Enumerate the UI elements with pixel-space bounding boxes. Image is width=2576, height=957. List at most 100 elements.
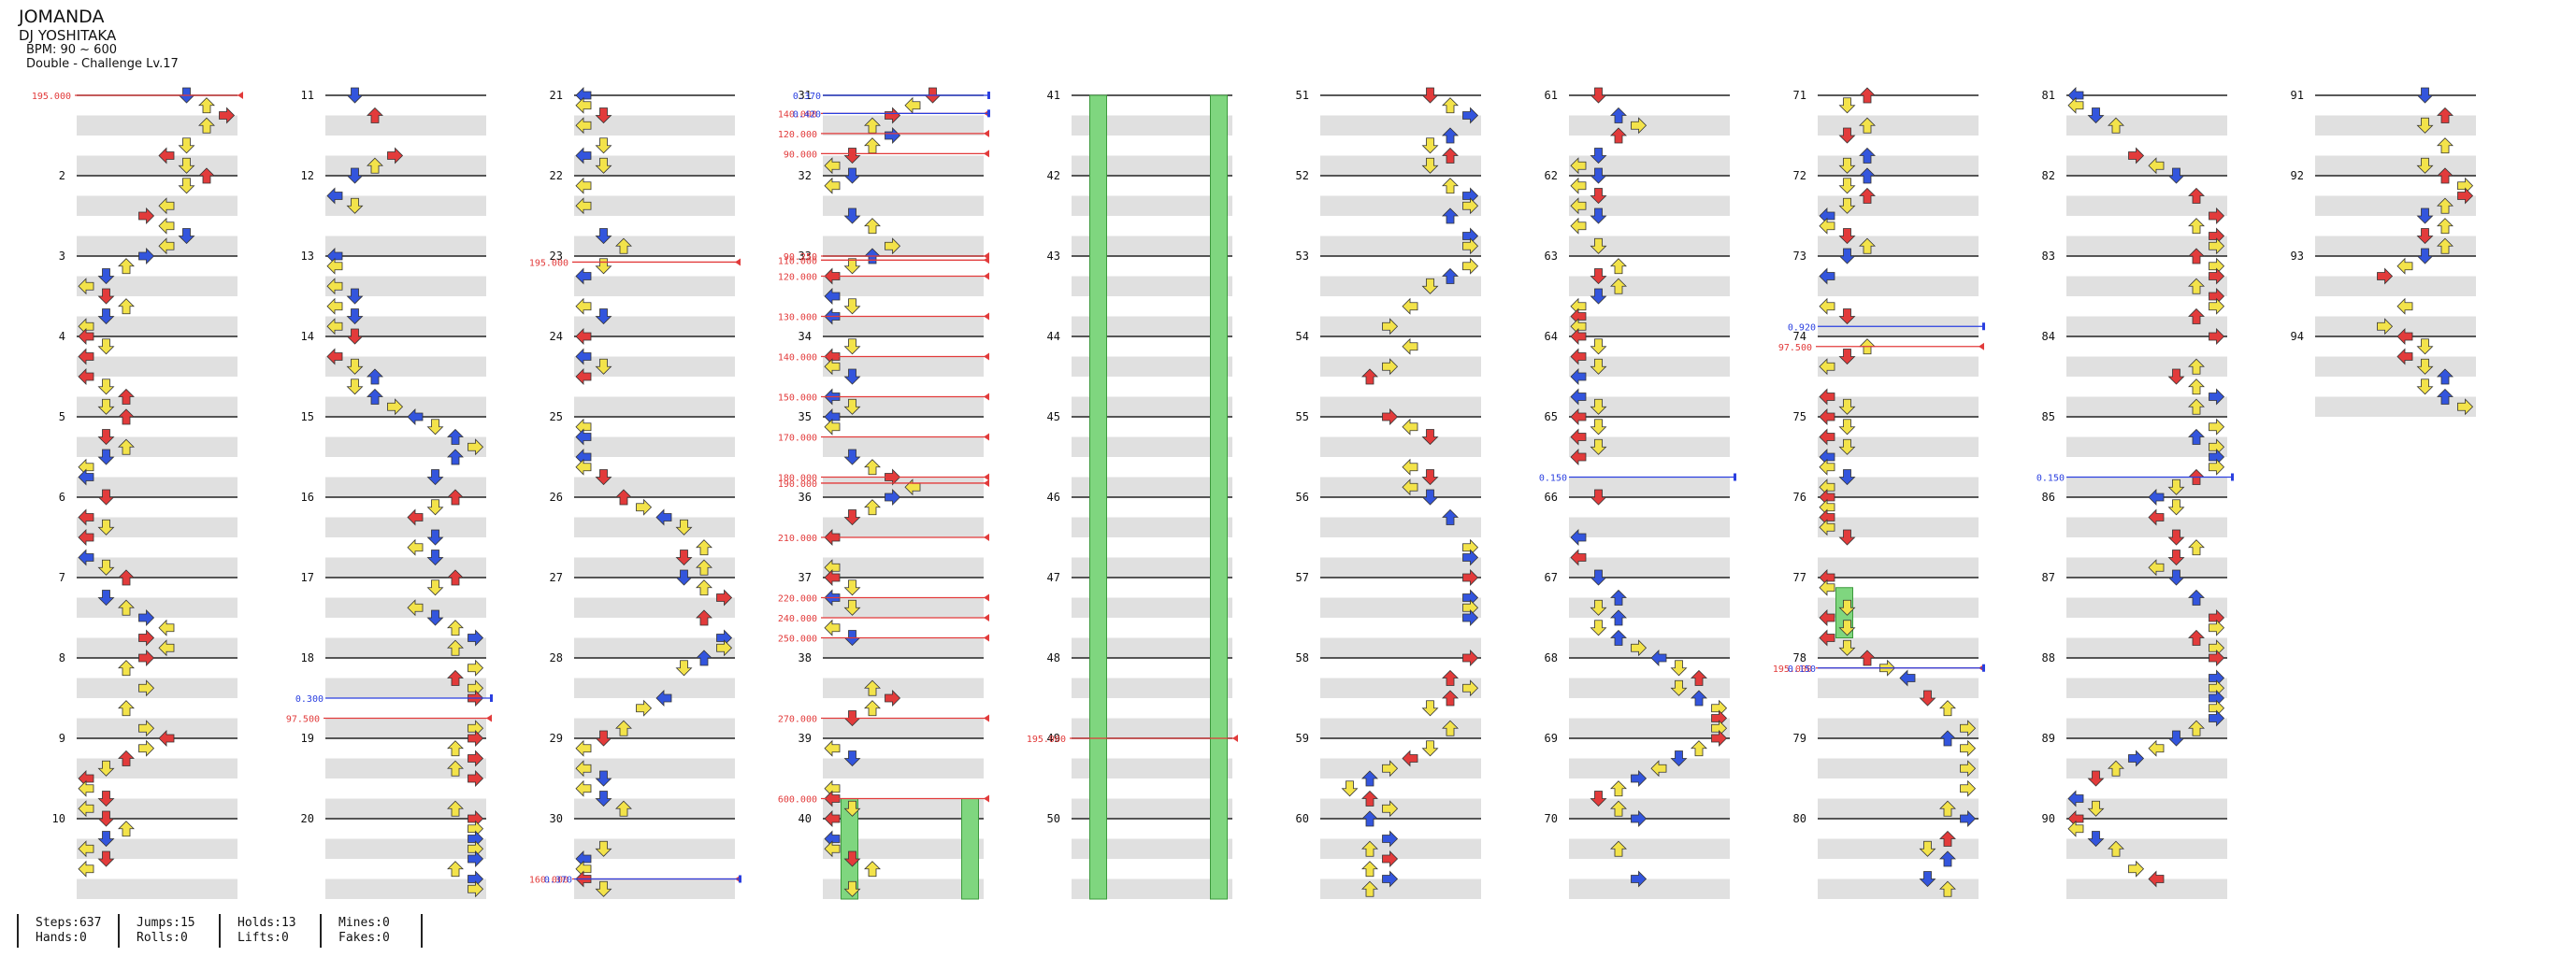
step-arrow-l	[78, 278, 94, 295]
beat-band	[574, 557, 735, 578]
step-arrow-u	[1442, 720, 1459, 736]
bpm-label: 110.000	[778, 256, 817, 266]
step-arrow-u	[1610, 589, 1627, 606]
beat-band	[77, 236, 237, 256]
step-arrow-d	[1590, 167, 1607, 184]
beat-band	[2066, 517, 2227, 537]
bpm-label: 195.000	[32, 92, 71, 102]
chart-difficulty: Double - Challenge Lv.17	[26, 57, 179, 72]
step-arrow-l	[2148, 508, 2165, 526]
beat-band	[325, 356, 486, 377]
step-arrow-d	[1838, 127, 1856, 144]
step-arrow-r	[2128, 860, 2145, 878]
chart-column: 81 82 83 84 85 86 87 88 89 90	[2042, 89, 2227, 899]
step-arrow-u	[1939, 880, 1956, 897]
beat-band	[2066, 758, 2227, 778]
beat-band	[2066, 678, 2227, 698]
step-arrow-r	[1462, 197, 1479, 215]
step-arrow-l	[1819, 519, 1835, 536]
beat-band	[574, 477, 735, 497]
beat-band	[1320, 758, 1481, 778]
step-arrow-u	[696, 609, 712, 626]
beat-band	[1320, 597, 1481, 618]
beat-band	[1320, 678, 1481, 698]
beat-band	[574, 436, 735, 457]
beat-band	[2066, 718, 2227, 738]
bpm-label: 600.000	[778, 795, 817, 806]
step-arrow-l	[1402, 478, 1418, 496]
step-arrow-r	[1960, 739, 1977, 757]
beat-band	[574, 718, 735, 738]
step-arrow-d	[1590, 569, 1607, 586]
step-arrow-u	[2188, 539, 2205, 556]
step-arrow-l	[407, 508, 424, 526]
step-arrow-u	[2108, 117, 2124, 134]
step-arrow-d	[843, 338, 861, 355]
measure-number: 64	[1545, 330, 1558, 343]
stat-cell-jumps: Jumps:15 Rolls:0	[118, 914, 219, 948]
step-arrow-l	[575, 96, 592, 114]
beat-band	[1569, 236, 1730, 256]
step-arrow-u	[447, 489, 464, 506]
beat-band	[1818, 517, 1979, 537]
beat-band	[823, 557, 984, 578]
step-arrow-r	[138, 609, 155, 626]
step-arrow-r	[138, 207, 155, 224]
bpm-label: 270.000	[778, 715, 817, 725]
step-arrow-u	[1610, 780, 1627, 797]
stop-marker	[1982, 664, 1985, 672]
beat-band	[1818, 758, 1979, 778]
measure-number: 59	[1296, 732, 1309, 745]
step-arrow-d	[1590, 148, 1607, 164]
step-arrow-d	[595, 358, 612, 375]
measure-number: 46	[1047, 491, 1060, 504]
beat-band	[77, 276, 237, 296]
beat-band	[325, 838, 486, 859]
beat-band	[1320, 477, 1481, 497]
step-arrow-d	[595, 469, 612, 486]
measure-number: 67	[1545, 571, 1558, 584]
step-arrow-d	[1590, 358, 1607, 375]
step-arrow-d	[1838, 308, 1856, 325]
beat-band	[2066, 637, 2227, 658]
beat-band	[1569, 356, 1730, 377]
hold-body	[1210, 94, 1228, 900]
step-arrow-r	[138, 650, 155, 666]
beat-band	[1569, 155, 1730, 176]
measure-number: 84	[2042, 330, 2055, 343]
step-arrow-d	[595, 791, 612, 807]
step-arrow-r	[2209, 619, 2225, 636]
beat-band	[823, 878, 984, 899]
step-arrow-r	[1462, 609, 1479, 626]
measure-number: 85	[2042, 410, 2055, 423]
step-arrow-r	[716, 639, 733, 657]
stop-label: 0.150	[1539, 474, 1567, 484]
step-arrow-r	[2209, 297, 2225, 315]
step-arrow-r	[387, 147, 404, 164]
step-arrow-u	[1939, 850, 1956, 867]
beat-band	[1320, 155, 1481, 176]
beat-band	[77, 115, 237, 136]
step-arrow-u	[1859, 87, 1876, 104]
beat-band	[1072, 718, 1232, 738]
step-arrow-r	[2128, 147, 2145, 164]
bpm-marker	[1232, 735, 1238, 742]
step-arrow-d	[595, 880, 612, 897]
step-arrow-l	[824, 739, 841, 757]
step-arrow-d	[1838, 97, 1856, 114]
step-arrow-d	[1421, 157, 1439, 174]
step-arrow-l	[1819, 428, 1835, 446]
step-arrow-l	[575, 428, 592, 446]
step-arrow-d	[1838, 349, 1856, 365]
step-arrow-l	[326, 187, 343, 205]
measure-number: 11	[301, 89, 314, 102]
beat-band	[823, 517, 984, 537]
beat-band	[2066, 557, 2227, 578]
beat-band	[1569, 838, 1730, 859]
step-arrow-d	[97, 519, 115, 536]
step-arrow-d	[2416, 157, 2434, 174]
step-arrow-d	[595, 258, 612, 275]
stop-label: 0.920	[1788, 322, 1816, 333]
step-arrow-l	[1570, 177, 1587, 194]
step-arrow-u	[2437, 167, 2454, 184]
